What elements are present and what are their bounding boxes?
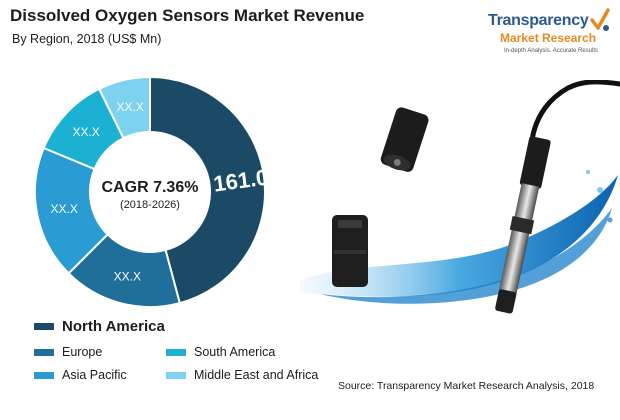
checkmark-icon — [590, 8, 610, 31]
center-period: (2018-2026) — [120, 199, 180, 211]
brand-logo: Transparency Market Research In-depth An… — [474, 4, 614, 62]
legend-item-europe: Europe — [34, 345, 102, 359]
sensor-cap — [332, 215, 368, 287]
legend-item-asia-pacific: Asia Pacific — [34, 368, 127, 382]
logo-line-1: Transparency — [488, 12, 589, 29]
legend-label: North America — [62, 318, 165, 335]
legend-label: Asia Pacific — [62, 368, 127, 382]
legend-swatch — [34, 371, 54, 379]
slice-label-asia-pacific: XX.X — [51, 202, 78, 216]
legend-label: South America — [194, 345, 276, 359]
legend-item-middle-east-and-africa: Middle East and Africa — [166, 368, 318, 382]
legend-label: Europe — [62, 345, 103, 359]
water-splash — [300, 170, 618, 304]
slice-north-america — [149, 75, 266, 305]
sensor-head — [380, 107, 429, 172]
logo-line-2: Market Research — [500, 31, 597, 45]
slice-label-europe: XX.X — [114, 270, 141, 284]
logo-tagline: In-depth Analysis. Accurate Results — [504, 48, 599, 54]
source-note: Source: Transparency Market Research Ana… — [338, 380, 595, 392]
legend-swatch — [166, 371, 186, 379]
donut-center — [92, 134, 208, 250]
legend-swatch — [34, 323, 54, 330]
chart-subtitle: By Region, 2018 (US$ Mn) — [12, 32, 162, 46]
slice-label-south-america: XX.X — [72, 125, 99, 139]
product-photo — [300, 80, 620, 314]
slice-asia-pacific — [34, 146, 109, 275]
legend-label: Middle East and Africa — [194, 368, 319, 382]
highlight-unit: Mn — [273, 170, 288, 183]
slice-middle-east-and-africa — [97, 75, 151, 140]
legend-item-north-america: North America — [34, 318, 165, 335]
sensor-probe — [495, 136, 551, 314]
legend-swatch — [34, 348, 54, 356]
center-headline: CAGR 7.36% — [102, 179, 199, 196]
slice-label-middle-east-and-africa: XX.X — [116, 100, 143, 114]
sensor-cable — [529, 80, 620, 143]
legend-swatch — [166, 348, 186, 356]
chart-title: Dissolved Oxygen Sensors Market Revenue — [10, 6, 365, 25]
legend-item-south-america: South America — [166, 345, 275, 359]
